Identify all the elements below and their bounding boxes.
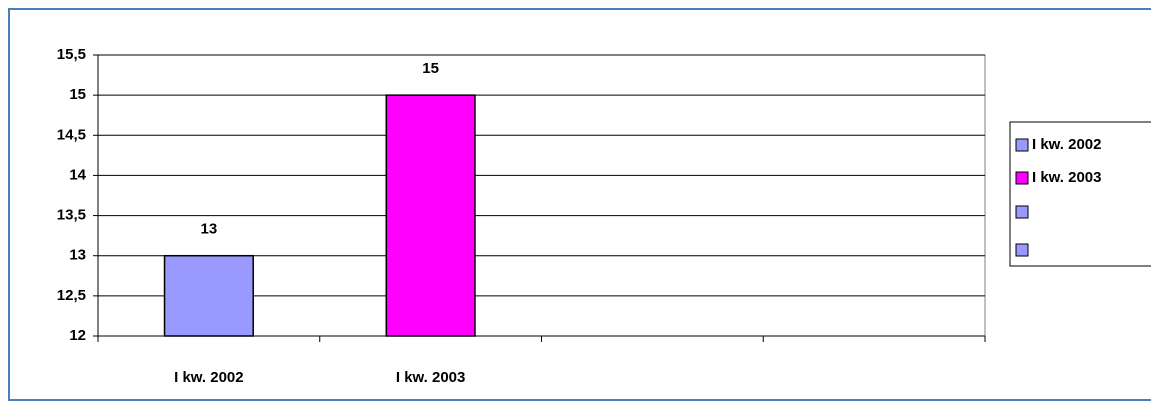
legend-label: I kw. 2003 — [1032, 169, 1102, 186]
data-label: 13 — [201, 221, 218, 238]
x-tick-label: I kw. 2003 — [396, 369, 466, 386]
y-tick-label: 14,5 — [57, 126, 86, 143]
y-tick-label: 12,5 — [57, 287, 86, 304]
bar — [163, 254, 254, 337]
y-tick-label: 15,5 — [57, 46, 86, 63]
y-tick-label: 12 — [69, 327, 86, 344]
bar — [385, 94, 476, 337]
data-label: 15 — [422, 60, 439, 77]
x-tick-label: I kw. 2002 — [174, 369, 244, 386]
legend-swatch — [1015, 138, 1029, 152]
y-tick-label: 13 — [69, 247, 86, 264]
legend-swatch — [1015, 243, 1029, 257]
y-tick-label: 13,5 — [57, 207, 86, 224]
y-tick-label: 15 — [69, 86, 86, 103]
legend-swatch — [1015, 205, 1029, 219]
legend-box — [1009, 121, 1151, 267]
legend-swatch — [1015, 171, 1029, 185]
y-tick-label: 14 — [69, 166, 86, 183]
legend-label: I kw. 2002 — [1032, 136, 1102, 153]
